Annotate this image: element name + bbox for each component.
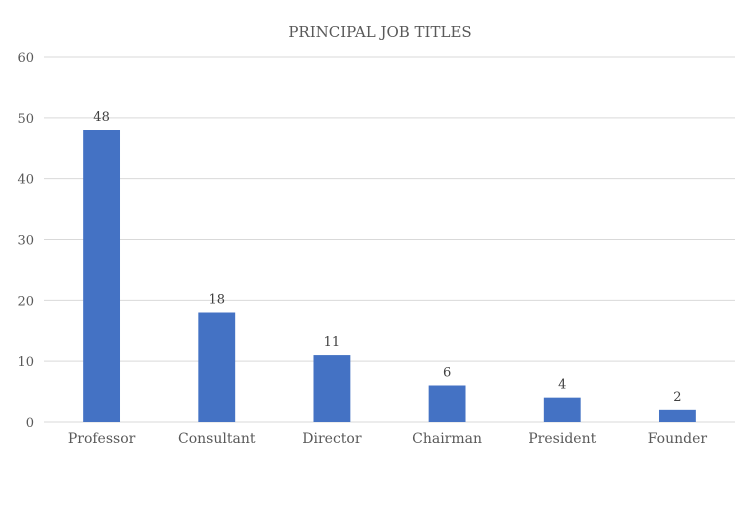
x-tick-label: Chairman — [412, 431, 482, 447]
data-label: 2 — [673, 390, 681, 405]
y-tick-label: 60 — [17, 51, 34, 66]
data-label: 18 — [208, 293, 225, 308]
bars — [83, 130, 696, 422]
data-label: 4 — [558, 378, 566, 393]
bar — [543, 397, 581, 422]
bar — [658, 409, 696, 422]
y-axis-tick-labels: 0 10 20 30 40 50 60 — [17, 51, 34, 431]
x-tick-label: Professor — [68, 431, 136, 447]
x-tick-label: Founder — [648, 431, 708, 447]
data-label: 48 — [93, 110, 110, 125]
y-tick-label: 30 — [17, 234, 34, 249]
x-axis-tick-labels: Professor Consultant Director Chairman Presi… — [68, 431, 708, 447]
bar — [198, 312, 236, 422]
y-tick-label: 40 — [17, 173, 34, 188]
data-label: 6 — [443, 366, 451, 381]
x-tick-label: Director — [302, 431, 362, 447]
y-tick-label: 20 — [17, 294, 34, 309]
y-tick-label: 0 — [26, 416, 34, 431]
y-tick-label: 50 — [17, 112, 34, 127]
gridlines — [44, 56, 735, 423]
bar — [83, 130, 121, 422]
x-tick-label: Consultant — [178, 431, 256, 447]
x-tick-label: President — [528, 431, 596, 447]
bar — [428, 385, 466, 422]
bar — [313, 355, 351, 422]
y-tick-label: 10 — [17, 355, 34, 370]
chart-title: PRINCIPAL JOB TITLES — [288, 23, 471, 41]
data-labels: 48 18 11 6 4 2 — [93, 110, 681, 405]
data-label: 11 — [324, 335, 341, 350]
